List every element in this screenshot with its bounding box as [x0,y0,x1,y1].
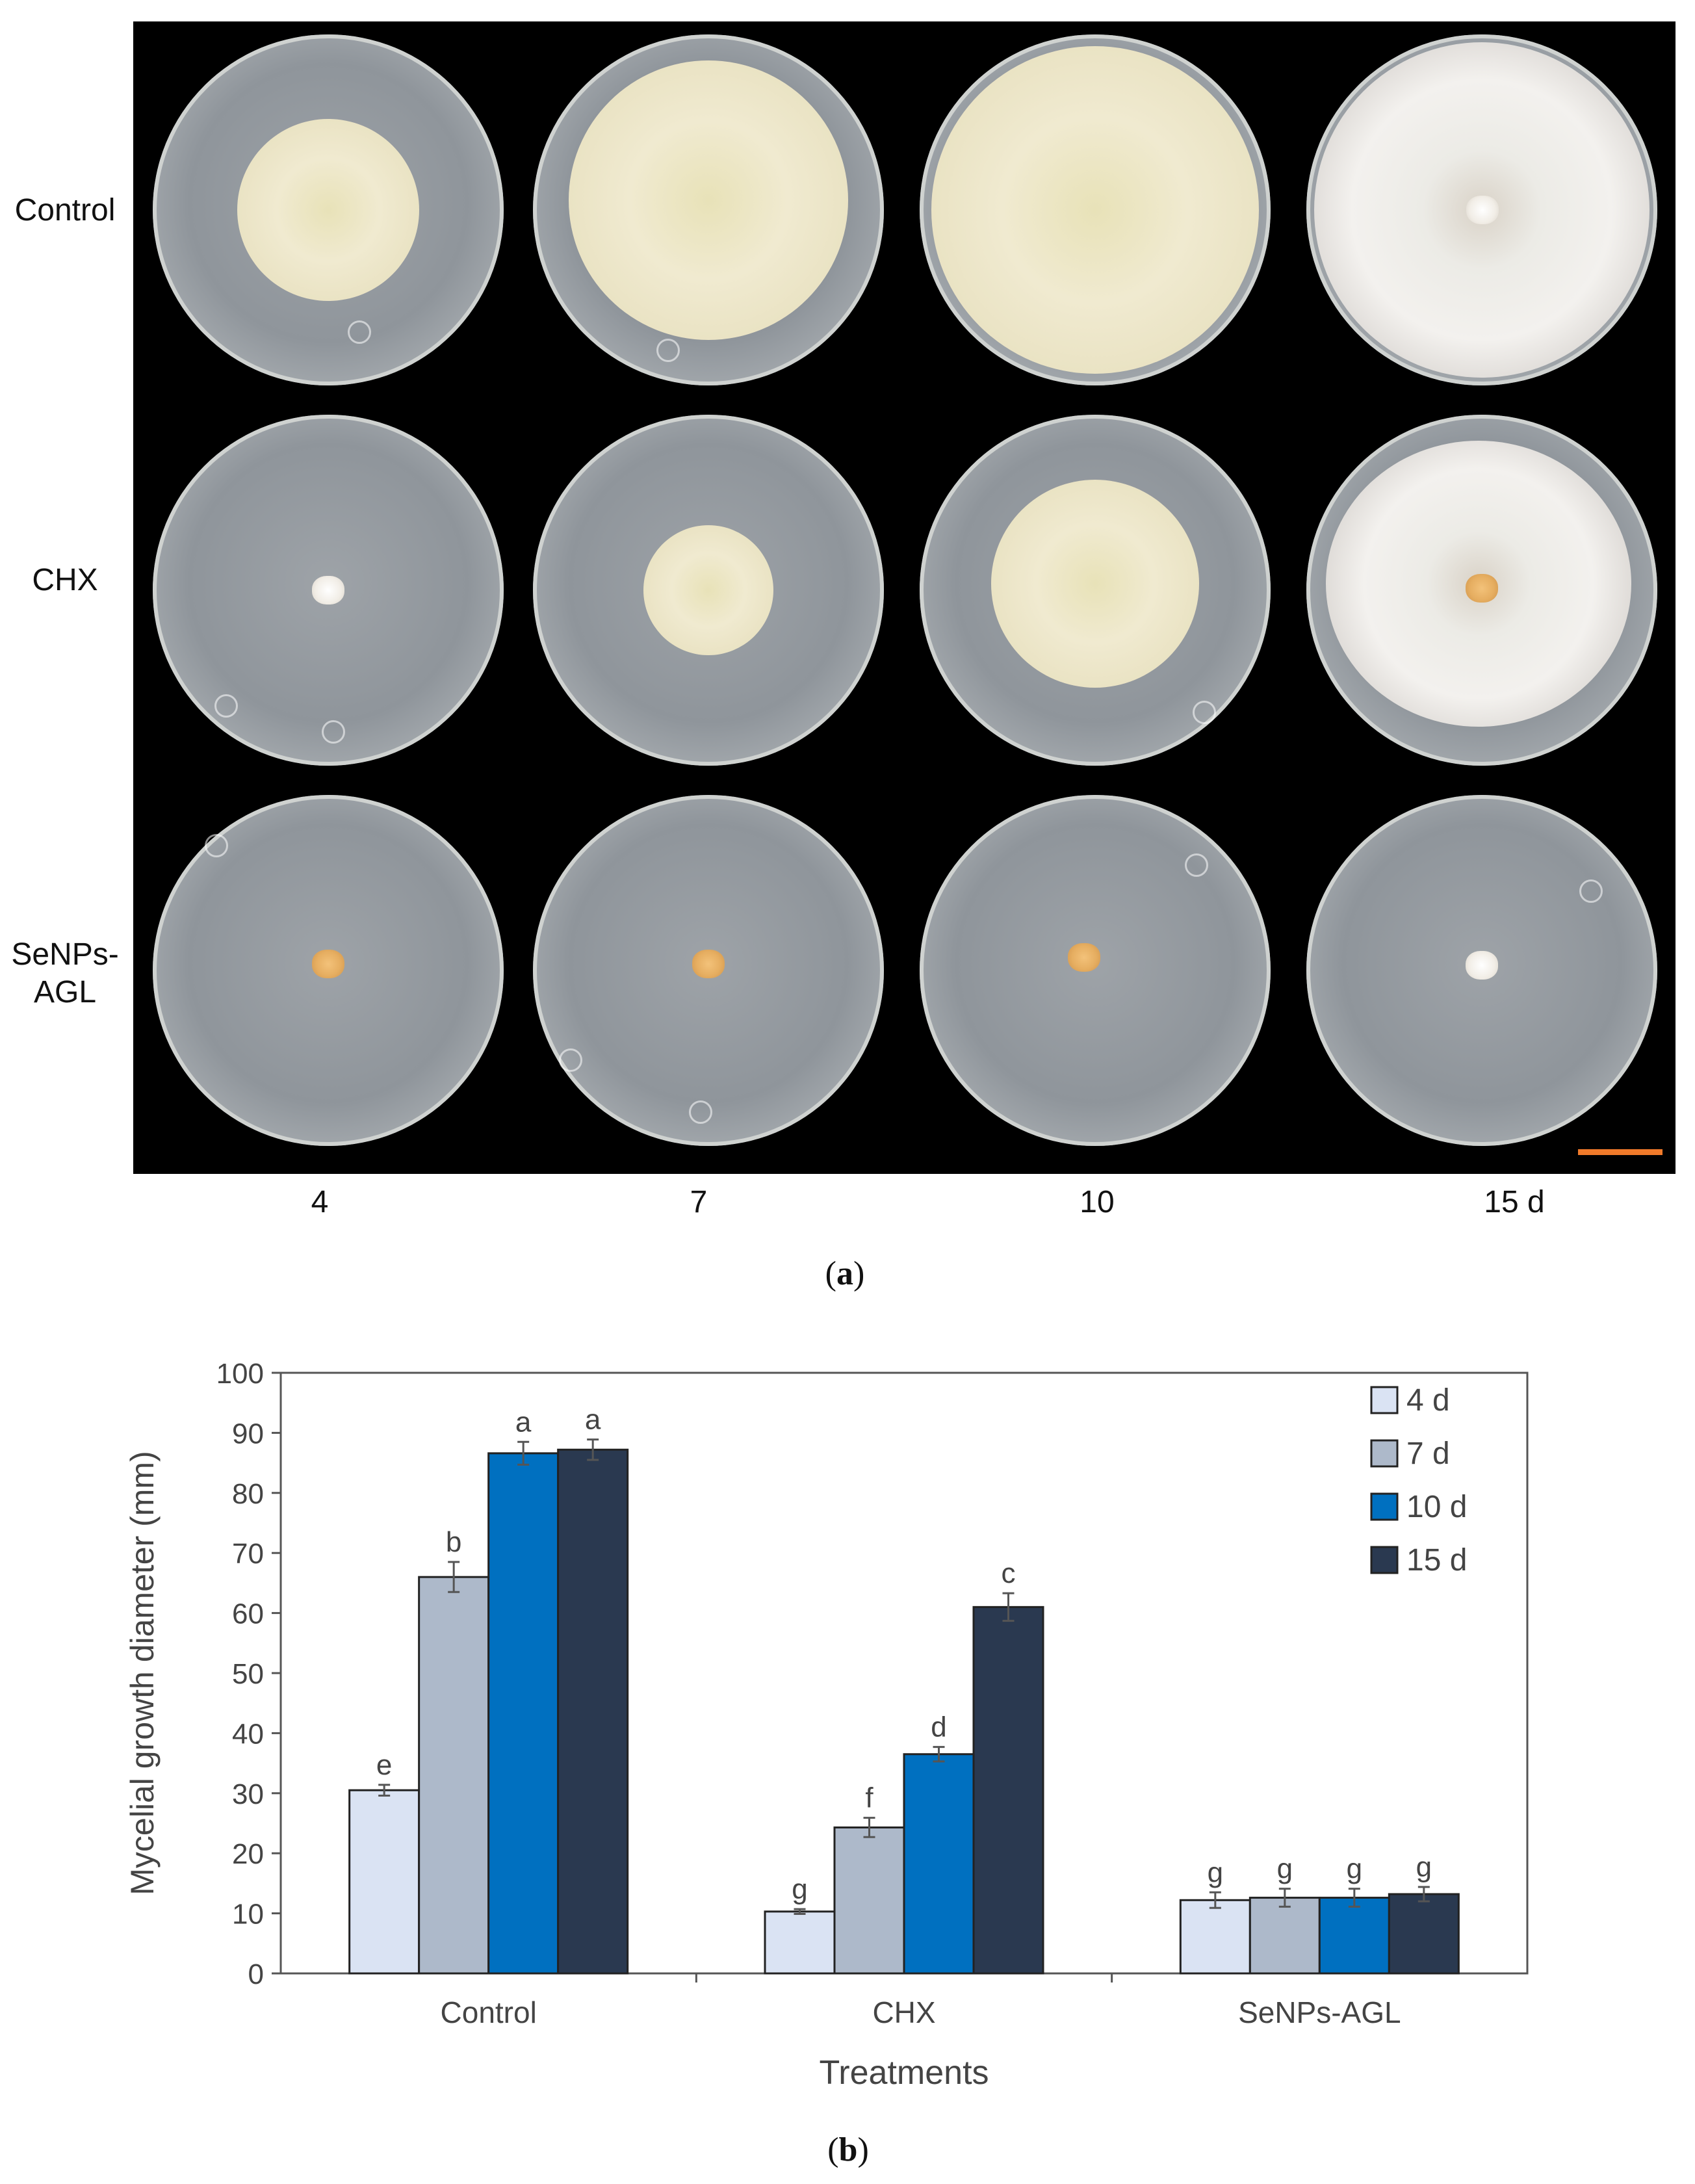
legend-swatch [1370,1546,1399,1574]
petri-dish [920,34,1271,385]
significance-letter: d [931,1711,946,1743]
significance-letter: a [515,1406,532,1438]
fungal-colony [237,119,419,301]
panel-b-caption: (b) [827,2131,869,2168]
col-label-15d: 15 d [1484,1185,1545,1219]
agar-plug [692,950,725,978]
scale-bar [1578,1149,1663,1155]
bubble [559,1048,582,1072]
significance-letter: a [585,1404,601,1436]
bubble [348,320,371,344]
fungal-colony [569,60,848,340]
petri-dish [1306,415,1657,766]
legend-label: 7 d [1406,1436,1450,1471]
significance-letter: b [446,1526,461,1558]
significance-letter: g [1277,1853,1293,1885]
plate-photo-grid [133,21,1676,1174]
legend-swatch [1370,1386,1399,1414]
y-tick-label: 70 [232,1538,264,1570]
bar [487,1452,560,1975]
col-label-10: 10 [1080,1185,1115,1219]
x-tick-label: CHX [872,1996,935,2029]
bar [764,1910,836,1975]
agar-plug [312,576,344,604]
bar [1179,1899,1251,1975]
y-tick-label: 90 [232,1418,264,1450]
legend-swatch [1370,1492,1399,1521]
fungal-colony [931,46,1259,374]
legend-label: 15 d [1406,1543,1467,1578]
significance-letter: g [792,1873,807,1905]
significance-letter: g [1347,1853,1362,1885]
y-tick-label: 20 [232,1838,264,1870]
bar [1249,1897,1321,1975]
col-label-4: 4 [311,1185,329,1219]
y-tick-label: 0 [248,1958,264,1990]
agar-plug [1466,196,1499,224]
caption-letter-a: a [836,1255,853,1292]
bubble [322,720,345,744]
agar-plug [1466,574,1498,603]
agar-plug [1466,951,1498,980]
y-tick-label: 50 [232,1658,264,1690]
y-tick-label: 80 [232,1478,264,1510]
bubble [1185,853,1208,877]
col-label-7: 7 [690,1185,708,1219]
bubble [1193,701,1216,724]
bubble [689,1100,712,1124]
agar-plug [312,950,344,978]
x-axis-label: Treatments [819,2054,989,2092]
significance-letter: g [1416,1851,1432,1883]
bar [557,1448,629,1975]
bubble [656,339,680,362]
petri-dish [533,34,884,385]
bar [1388,1893,1460,1975]
bubble [214,694,238,718]
petri-dish [533,415,884,766]
x-tick-label: SeNPs-AGL [1238,1996,1401,2029]
y-tick-label: 100 [216,1358,264,1390]
petri-dish [1306,795,1657,1146]
caption-letter-b: b [838,2131,858,2168]
bar [833,1826,905,1975]
petri-dish [533,795,884,1146]
legend-swatch [1370,1439,1399,1468]
y-axis-label: Mycelial growth diameter (mm) [124,1451,161,1895]
y-tick-label: 10 [232,1899,264,1930]
x-tick-label: Control [441,1996,537,2029]
y-tick-label: 60 [232,1598,264,1630]
petri-dish [920,795,1271,1146]
row-label-senps-agl: SeNPs- AGL [11,937,119,1009]
y-tick-label: 40 [232,1718,264,1750]
bar [903,1753,975,1975]
petri-dish [920,415,1271,766]
fungal-colony [643,525,773,655]
significance-letter: e [376,1749,392,1781]
panel-a-caption: (a) [825,1255,865,1292]
significance-letter: g [1208,1856,1223,1888]
row-label-chx: CHX [32,563,98,597]
significance-letter: c [1002,1557,1016,1589]
bar [348,1789,421,1975]
petri-dish [153,795,504,1146]
petri-dish [153,34,504,385]
bar [972,1606,1044,1975]
petri-dish [153,415,504,766]
bar [418,1576,490,1975]
legend-label: 10 d [1406,1490,1467,1524]
bubble [1579,879,1603,903]
significance-letter: f [865,1782,873,1814]
agar-plug [1068,943,1100,972]
legend-label: 4 d [1406,1383,1450,1418]
row-label-control: Control [14,193,116,228]
bar [1318,1897,1390,1975]
fungal-colony [991,480,1199,688]
bubble [205,834,228,857]
petri-dish [1306,34,1657,385]
y-tick-label: 30 [232,1778,264,1810]
